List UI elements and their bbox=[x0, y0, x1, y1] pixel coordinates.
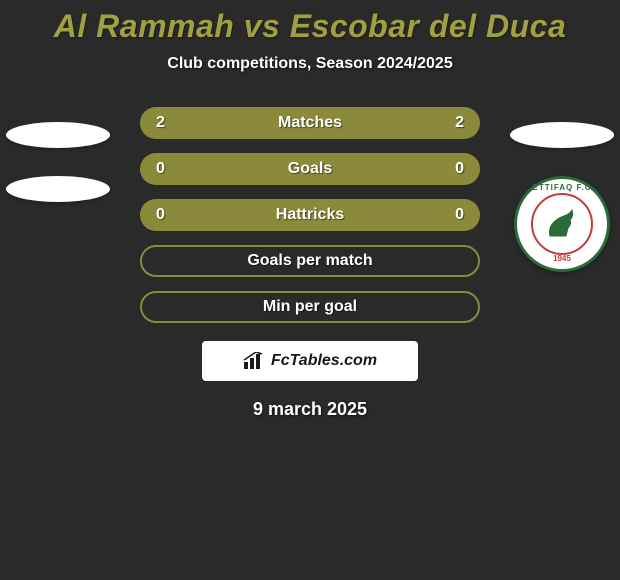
stat-row-min-per-goal: Min per goal bbox=[140, 291, 480, 323]
logo-arc-text: ETTIFAQ F.C bbox=[533, 183, 592, 192]
club-placeholder-icon bbox=[6, 176, 110, 202]
logo-year: 1945 bbox=[553, 254, 571, 263]
stat-left-value: 0 bbox=[156, 160, 165, 178]
page-title: Al Rammah vs Escobar del Duca bbox=[0, 0, 620, 45]
stat-right-value: 0 bbox=[455, 160, 464, 178]
page-subtitle: Club competitions, Season 2024/2025 bbox=[0, 55, 620, 73]
stat-right-value: 0 bbox=[455, 206, 464, 224]
ettifaq-logo-icon: ETTIFAQ F.C 1945 bbox=[514, 176, 610, 272]
stat-label: Matches bbox=[278, 114, 342, 132]
stat-label: Min per goal bbox=[263, 298, 357, 316]
stat-row-matches: 2 Matches 2 bbox=[140, 107, 480, 139]
watermark-text: FcTables.com bbox=[271, 352, 377, 370]
comparison-card: Al Rammah vs Escobar del Duca Club compe… bbox=[0, 0, 620, 580]
stat-left-value: 2 bbox=[156, 114, 165, 132]
stat-row-goals-per-match: Goals per match bbox=[140, 245, 480, 277]
player-placeholder-icon bbox=[6, 122, 110, 148]
player-placeholder-icon bbox=[510, 122, 614, 148]
stat-label: Goals per match bbox=[247, 252, 372, 270]
bar-chart-icon bbox=[243, 352, 265, 370]
horse-icon bbox=[542, 204, 582, 244]
left-player-badges bbox=[8, 122, 108, 202]
stat-row-hattricks: 0 Hattricks 0 bbox=[140, 199, 480, 231]
watermark: FcTables.com bbox=[202, 341, 418, 381]
stat-left-value: 0 bbox=[156, 206, 165, 224]
right-player-badges: ETTIFAQ F.C 1945 bbox=[512, 122, 612, 272]
date-label: 9 march 2025 bbox=[0, 399, 620, 420]
stat-label: Goals bbox=[288, 160, 332, 178]
stat-label: Hattricks bbox=[276, 206, 344, 224]
logo-inner-ring bbox=[531, 193, 593, 255]
stat-right-value: 2 bbox=[455, 114, 464, 132]
stat-row-goals: 0 Goals 0 bbox=[140, 153, 480, 185]
